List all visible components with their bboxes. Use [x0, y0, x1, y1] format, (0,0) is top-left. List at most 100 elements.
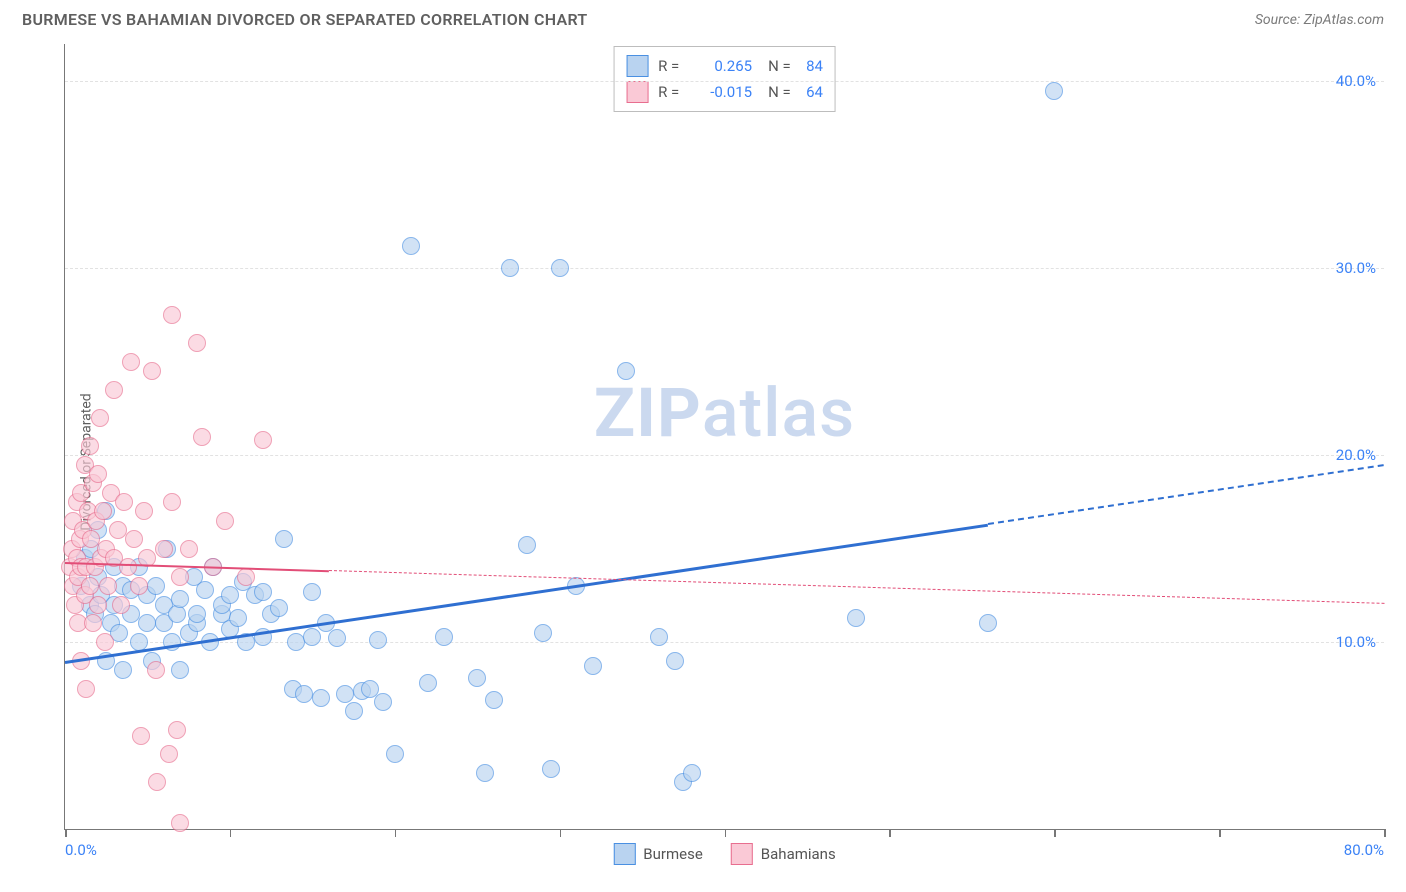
r-label: R =	[658, 57, 686, 75]
x-tick	[725, 829, 727, 837]
watermark: ZIPatlas	[594, 373, 855, 453]
data-point	[168, 721, 186, 739]
data-point	[386, 745, 404, 763]
data-point	[132, 727, 150, 745]
x-tick	[889, 829, 891, 837]
r-value: 0.265	[696, 57, 752, 75]
data-point	[542, 760, 560, 778]
gridline	[65, 455, 1384, 456]
data-point	[193, 428, 211, 446]
data-point	[270, 599, 288, 617]
data-point	[847, 609, 865, 627]
x-tick	[230, 829, 232, 837]
x-min-label: 0.0%	[65, 841, 97, 859]
data-point	[518, 536, 536, 554]
data-point	[99, 577, 117, 595]
data-point	[501, 259, 519, 277]
data-point	[109, 521, 127, 539]
data-point	[81, 437, 99, 455]
data-point	[336, 685, 354, 703]
x-tick	[395, 829, 397, 837]
data-point	[188, 334, 206, 352]
x-tick	[560, 829, 562, 837]
data-point	[419, 674, 437, 692]
y-tick-label: 20.0%	[1336, 446, 1376, 464]
stats-legend: R =0.265N =84R =-0.015N =64	[613, 46, 836, 112]
data-point	[468, 669, 486, 687]
data-point	[295, 685, 313, 703]
data-point	[119, 558, 137, 576]
y-tick-label: 30.0%	[1336, 259, 1376, 277]
data-point	[89, 465, 107, 483]
data-point	[94, 502, 112, 520]
data-point	[135, 502, 153, 520]
x-tick	[1384, 829, 1386, 837]
data-point	[147, 661, 165, 679]
data-point	[171, 568, 189, 586]
n-value: 84	[806, 57, 823, 75]
trend-line	[988, 465, 1384, 526]
data-point	[275, 530, 293, 548]
y-tick-label: 10.0%	[1336, 633, 1376, 651]
data-point	[374, 693, 392, 711]
data-point	[254, 583, 272, 601]
data-point	[1045, 82, 1063, 100]
data-point	[196, 581, 214, 599]
chart-header: BURMESE VS BAHAMIAN DIVORCED OR SEPARATE…	[0, 0, 1406, 35]
data-point	[91, 409, 109, 427]
data-point	[683, 764, 701, 782]
data-point	[188, 605, 206, 623]
data-point	[96, 633, 114, 651]
chart-area: Divorced or Separated ZIPatlas R =0.265N…	[22, 44, 1384, 880]
data-point	[122, 353, 140, 371]
data-point	[84, 614, 102, 632]
data-point	[89, 596, 107, 614]
data-point	[345, 702, 363, 720]
data-point	[435, 628, 453, 646]
legend-label: Bahamians	[761, 845, 836, 863]
data-point	[666, 652, 684, 670]
stats-row: R = 0.265 N = 84	[626, 53, 823, 79]
legend-swatch	[613, 843, 635, 865]
data-point	[485, 691, 503, 709]
series-legend: Burmese Bahamians	[613, 843, 835, 865]
data-point	[77, 680, 95, 698]
data-point	[369, 631, 387, 649]
data-point	[254, 431, 272, 449]
r-value: -0.015	[696, 83, 752, 101]
data-point	[229, 609, 247, 627]
x-tick	[1219, 829, 1221, 837]
data-point	[979, 614, 997, 632]
data-point	[171, 661, 189, 679]
data-point	[125, 530, 143, 548]
legend-swatch	[626, 81, 648, 103]
data-point	[138, 614, 156, 632]
x-max-label: 80.0%	[1344, 841, 1384, 859]
legend-swatch	[731, 843, 753, 865]
data-point	[105, 381, 123, 399]
data-point	[147, 577, 165, 595]
y-tick-label: 40.0%	[1336, 72, 1376, 90]
data-point	[81, 577, 99, 595]
legend-item: Bahamians	[731, 843, 836, 865]
legend-swatch	[626, 55, 648, 77]
data-point	[476, 764, 494, 782]
n-label: N =	[768, 57, 796, 75]
data-point	[115, 493, 133, 511]
chart-title: BURMESE VS BAHAMIAN DIVORCED OR SEPARATE…	[22, 10, 588, 29]
gridline	[65, 81, 1384, 82]
data-point	[402, 237, 420, 255]
data-point	[171, 814, 189, 832]
data-point	[148, 773, 166, 791]
data-point	[534, 624, 552, 642]
data-point	[551, 259, 569, 277]
data-point	[584, 657, 602, 675]
data-point	[312, 689, 330, 707]
data-point	[650, 628, 668, 646]
data-point	[114, 661, 132, 679]
data-point	[112, 596, 130, 614]
data-point	[163, 306, 181, 324]
legend-label: Burmese	[643, 845, 703, 863]
r-label: R =	[658, 83, 686, 101]
data-point	[171, 590, 189, 608]
